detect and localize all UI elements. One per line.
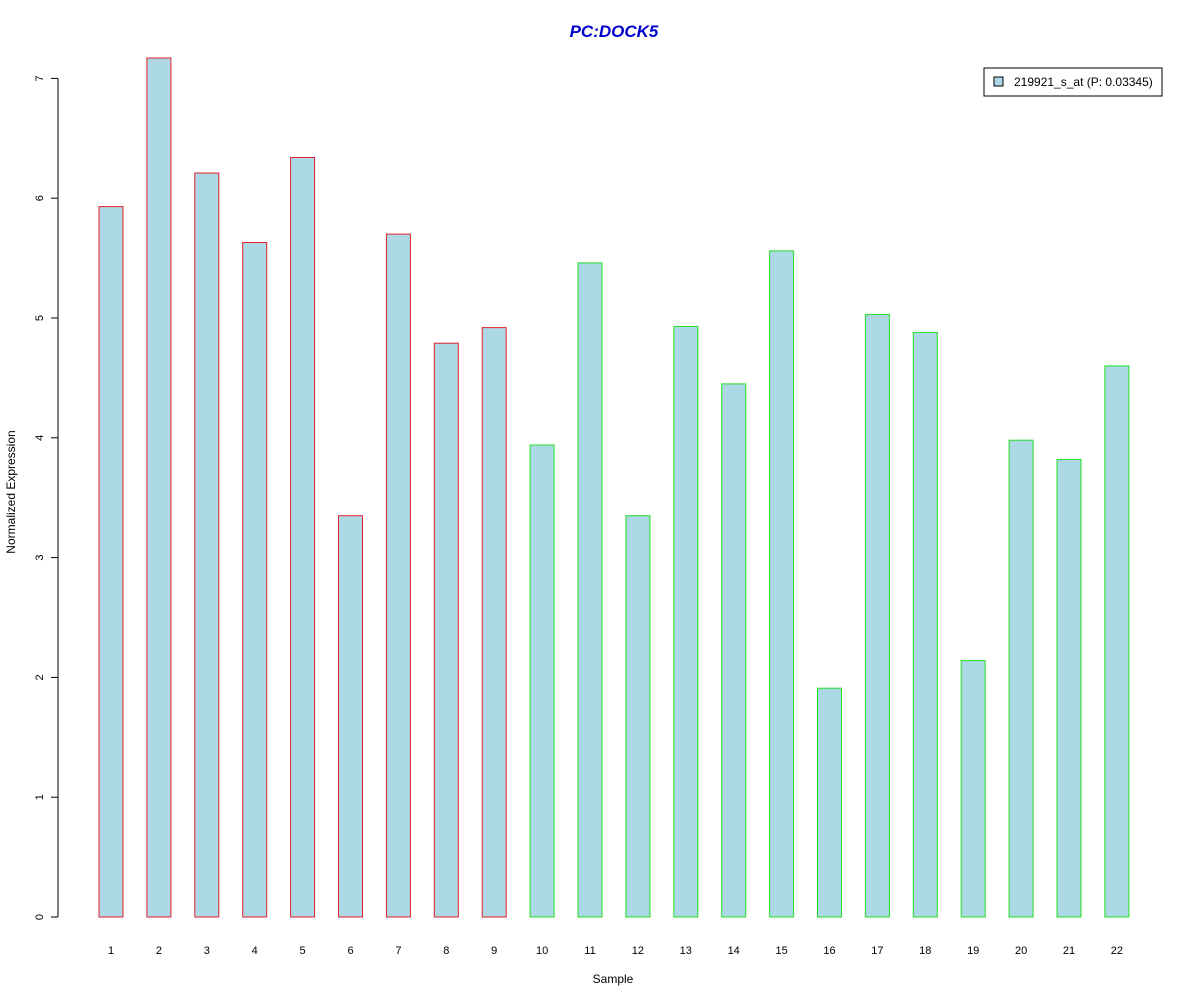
x-tick-label: 1 [108,945,114,957]
bar-sample-7 [385,233,411,918]
x-tick-label: 15 [775,945,787,957]
y-tick-label: 2 [34,674,46,680]
bar-sample-6 [338,515,363,918]
x-tick-label: 7 [395,945,401,957]
bar-sample-4 [242,242,268,918]
x-tick-label: 9 [491,945,497,957]
x-tick-label: 2 [156,945,162,957]
legend: 219921_s_at (P: 0.03345) [983,67,1163,97]
bar-sample-11 [577,262,603,918]
bar-sample-19 [960,660,986,918]
x-tick-labels: 1 2 3 4 5 6 7 8 9 10 11 12 13 14 15 16 17 18 19 20 21 22 [108,945,1123,957]
x-tick-label: 10 [536,945,548,957]
y-tick-label: 4 [34,435,46,441]
x-tick-label: 21 [1063,945,1075,957]
x-tick-label: 8 [443,945,449,957]
bar-sample-12 [625,515,651,918]
y-tick-label: 7 [34,75,46,81]
bar-sample-9 [481,327,507,918]
x-tick-label: 18 [919,945,931,957]
x-tick-label: 20 [1015,945,1027,957]
x-tick-label: 19 [967,945,979,957]
y-axis-label: Normalized Expression [4,430,18,553]
legend-label: 219921_s_at (P: 0.03345) [1014,75,1153,89]
bar-sample-8 [433,342,459,918]
bar-sample-2 [146,57,172,918]
bar-sample-21 [1056,458,1082,918]
bar-sample-17 [864,313,890,918]
y-tick-label: 1 [34,794,46,800]
bar-sample-18 [912,331,938,918]
y-axis: 0 1 2 3 4 5 6 7 [34,75,59,920]
bar-sample-22 [1104,365,1130,918]
x-tick-label: 6 [347,945,353,957]
bars-group [98,57,1130,918]
x-tick-label: 11 [584,945,595,957]
x-tick-label: 5 [300,945,306,957]
legend-swatch [993,76,1004,87]
y-tick-label: 6 [34,195,46,201]
bar-sample-5 [290,157,316,918]
y-tick-label: 5 [34,315,46,321]
legend-box [983,67,1163,97]
bar-sample-16 [817,687,842,918]
y-tick-label: 3 [34,555,46,561]
bar-sample-13 [673,325,699,918]
bar-sample-3 [194,172,220,918]
bar-sample-14 [721,383,747,918]
chart-title: PC:DOCK5 [570,22,659,41]
x-tick-label: 16 [823,945,835,957]
x-tick-label: 4 [252,945,258,957]
bar-sample-1 [98,206,124,918]
x-axis-label: Sample [593,972,634,986]
bar-sample-20 [1008,439,1034,918]
x-tick-label: 22 [1111,945,1123,957]
x-tick-label: 12 [632,945,644,957]
x-tick-label: 3 [204,945,210,957]
x-tick-label: 14 [728,945,740,957]
bar-sample-10 [529,444,555,918]
y-tick-label: 0 [34,914,46,920]
x-tick-label: 13 [680,945,692,957]
bar-sample-15 [769,250,795,918]
x-tick-label: 17 [871,945,883,957]
